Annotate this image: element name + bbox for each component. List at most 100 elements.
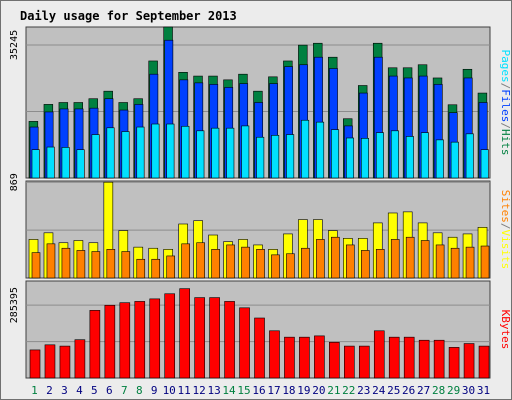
bar-kbytes-day-10 [164,293,176,379]
bar-pages-day-22 [346,137,355,179]
bar-kbytes-day-31 [478,345,490,379]
bar-sites-day-23 [360,250,370,279]
x-tick-label-day-20: 20 [312,384,325,397]
bar-kbytes-day-4 [74,339,86,379]
panel-hits-files-pages-legend-pages: Pages [499,50,512,83]
bar-pages-day-9 [151,123,160,179]
x-tick-label-day-2: 2 [46,384,53,397]
bar-sites-day-26 [405,236,415,279]
bar-kbytes-day-13 [209,297,220,379]
bar-sites-day-5 [91,251,101,279]
x-tick-label-day-1: 1 [31,384,38,397]
bar-pages-day-2 [46,146,55,179]
bar-pages-day-6 [106,127,115,179]
bar-pages-day-14 [226,127,235,179]
bar-sites-day-17 [271,254,280,279]
bar-pages-day-27 [420,132,429,179]
bar-pages-day-16 [256,136,265,179]
bar-kbytes-day-27 [418,339,430,379]
bar-sites-day-28 [435,244,445,279]
bar-sites-day-18 [286,253,295,279]
bar-pages-day-17 [271,135,280,179]
panel-visits-sites-ytick-label: 869 [9,173,20,191]
bar-pages-day-10 [166,123,175,179]
x-tick-label-day-24: 24 [372,384,386,397]
bar-kbytes-day-5 [89,310,101,379]
bar-pages-day-5 [91,134,100,179]
bar-kbytes-day-17 [269,330,280,379]
x-tick-label-day-4: 4 [76,384,83,397]
bar-pages-day-26 [405,136,414,179]
bar-pages-day-29 [450,141,459,179]
bar-kbytes-day-6 [104,304,116,379]
x-tick-label-day-27: 27 [417,384,430,397]
x-tick-label-day-25: 25 [387,384,400,397]
x-tick-label-day-7: 7 [121,384,128,397]
bar-sites-day-27 [420,240,430,279]
bar-sites-day-3 [61,247,71,279]
bar-kbytes-day-20 [314,335,325,379]
x-tick-label-day-28: 28 [432,384,445,397]
bar-pages-day-31 [480,149,489,179]
x-tick-label-day-9: 9 [151,384,158,397]
panel-kbytes: 285395 KBytes [9,280,512,379]
panel-visits-sites: 869 Sites/Visits [9,173,512,279]
bar-pages-day-19 [301,119,310,179]
x-tick-label-day-22: 22 [342,384,355,397]
bar-pages-day-11 [181,125,190,179]
bar-sites-day-12 [196,242,205,279]
bar-pages-day-20 [316,121,325,179]
panel-kbytes-ytick-label: 285395 [9,287,20,323]
bar-kbytes-day-22 [344,345,355,379]
panel-visits-sites-legend-separator-1: / [499,223,512,230]
bar-kbytes-day-7 [119,302,131,379]
bar-sites-day-22 [346,244,355,279]
bar-kbytes-day-29 [448,347,460,379]
bar-kbytes-day-8 [134,301,146,379]
x-tick-label-day-19: 19 [297,384,310,397]
bar-pages-day-28 [435,139,444,179]
bar-kbytes-day-23 [358,345,370,379]
bar-kbytes-day-30 [463,343,475,379]
bar-kbytes-day-3 [59,345,71,379]
x-tick-label-day-5: 5 [91,384,98,397]
bar-sites-day-15 [241,246,250,279]
bar-kbytes-day-9 [149,298,161,379]
x-tick-label-day-11: 11 [178,384,191,397]
bar-sites-day-4 [76,250,86,279]
x-tick-label-day-17: 17 [267,384,280,397]
bar-sites-day-30 [465,246,475,279]
panel-visits-sites-legend: Sites/Visits [499,190,512,270]
x-tick-label-day-31: 31 [477,384,490,397]
bar-kbytes-day-25 [388,336,400,379]
panel-hits-files-pages-legend: Pages/Files/Hits [499,50,512,156]
bar-pages-day-7 [121,131,130,179]
chart-title: Daily usage for September 2013 [20,9,237,23]
panel-visits-sites-legend-sites: Sites [499,190,512,223]
bar-sites-day-29 [450,247,460,279]
bar-pages-day-3 [61,147,70,179]
bar-kbytes-day-26 [403,336,415,379]
x-axis-tick-labels: 1 2 3 4 5 6 7 8 9 10 11 12 13 14 15 16 17 18 19 20 21 22 23 24 2… [31,384,490,397]
x-tick-label-day-16: 16 [252,384,265,397]
bar-kbytes-day-28 [433,339,445,379]
x-tick-label-day-6: 6 [106,384,113,397]
x-tick-label-day-13: 13 [207,384,220,397]
bar-kbytes-day-14 [224,301,235,379]
bar-sites-day-7 [121,251,131,279]
bar-sites-day-2 [46,243,56,279]
x-tick-label-day-26: 26 [402,384,415,397]
x-tick-label-day-10: 10 [163,384,176,397]
bar-pages-day-18 [286,134,295,179]
panel-visits-sites-legend-visits: Visits [499,230,512,270]
bar-sites-day-25 [390,239,400,279]
bar-sites-day-16 [256,249,265,279]
bar-pages-day-23 [360,138,369,179]
bar-kbytes-day-19 [299,336,310,379]
bar-sites-day-1 [31,252,41,279]
bar-kbytes-day-2 [44,344,56,379]
x-tick-label-day-14: 14 [222,384,236,397]
